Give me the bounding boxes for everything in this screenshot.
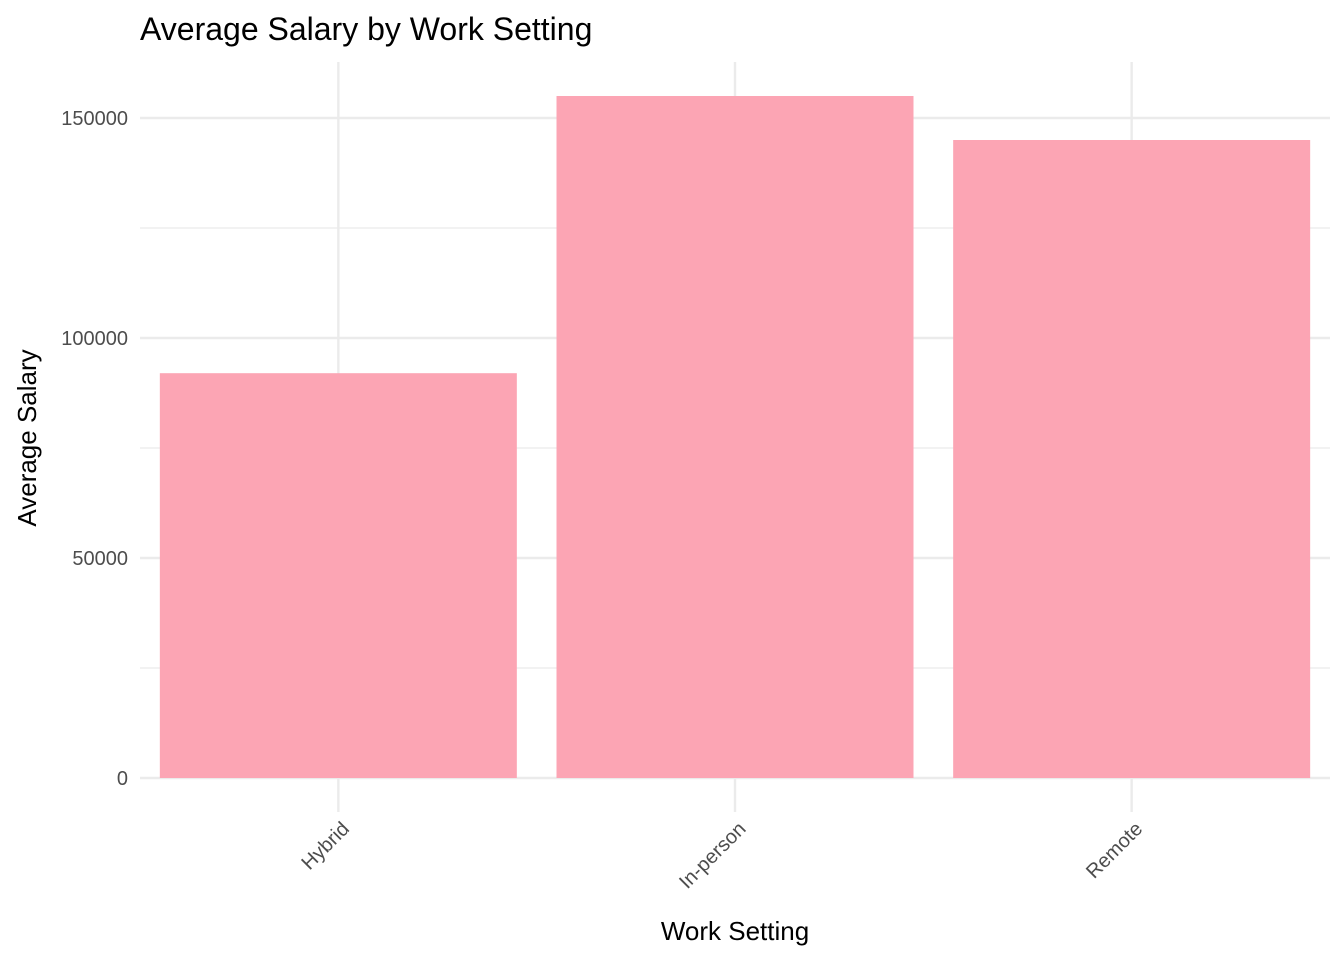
- bar-remote: [953, 140, 1311, 778]
- y-tick-label: 50000: [72, 548, 128, 570]
- chart-title: Average Salary by Work Setting: [140, 11, 592, 47]
- x-axis-ticks: Hybrid In-person Remote: [297, 818, 1147, 893]
- bar-hybrid: [159, 373, 517, 778]
- x-tick-label: Hybrid: [297, 818, 353, 874]
- y-tick-label: 150000: [61, 108, 128, 130]
- bar-in-person: [556, 96, 914, 778]
- x-tick-label: Remote: [1082, 818, 1147, 883]
- y-axis-ticks: 0 50000 100000 150000: [61, 108, 128, 790]
- y-tick-label: 0: [117, 768, 128, 790]
- y-tick-label: 100000: [61, 328, 128, 350]
- x-tick-label: In-person: [675, 818, 750, 893]
- x-axis-title: Work Setting: [661, 916, 809, 946]
- y-axis-title: Average Salary: [12, 349, 42, 526]
- bars: [159, 96, 1311, 778]
